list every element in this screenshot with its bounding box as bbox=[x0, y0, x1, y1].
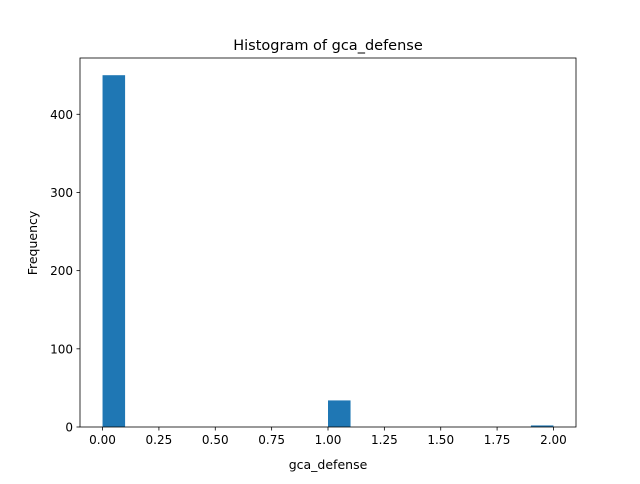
y-axis-ticks: 0 100 200 300 400 bbox=[50, 108, 80, 435]
x-tick-label: 0.50 bbox=[202, 433, 229, 447]
y-tick-label: 300 bbox=[50, 186, 73, 200]
x-tick-label: 2.00 bbox=[540, 433, 567, 447]
y-tick-label: 200 bbox=[50, 264, 73, 278]
histogram-bar bbox=[102, 75, 126, 427]
histogram-bar bbox=[328, 400, 351, 427]
x-axis-label: gca_defense bbox=[289, 457, 368, 472]
x-tick-label: 1.75 bbox=[484, 433, 511, 447]
x-tick-label: 1.00 bbox=[315, 433, 342, 447]
y-tick-label: 100 bbox=[50, 342, 73, 356]
x-tick-label: 0.75 bbox=[258, 433, 285, 447]
y-tick-label: 400 bbox=[50, 108, 73, 122]
histogram-bar bbox=[530, 425, 554, 427]
chart-title: Histogram of gca_defense bbox=[233, 38, 423, 54]
bars-layer bbox=[102, 75, 554, 427]
y-axis-label: Frequency bbox=[25, 210, 40, 275]
x-tick-label: 1.50 bbox=[427, 433, 454, 447]
x-tick-label: 1.25 bbox=[371, 433, 398, 447]
y-tick-label: 0 bbox=[65, 421, 73, 435]
x-axis-ticks: 0.00 0.25 0.50 0.75 1.00 1.25 1.50 1.75 2.00 bbox=[89, 427, 567, 447]
x-tick-label: 0.00 bbox=[89, 433, 116, 447]
x-tick-label: 0.25 bbox=[146, 433, 173, 447]
